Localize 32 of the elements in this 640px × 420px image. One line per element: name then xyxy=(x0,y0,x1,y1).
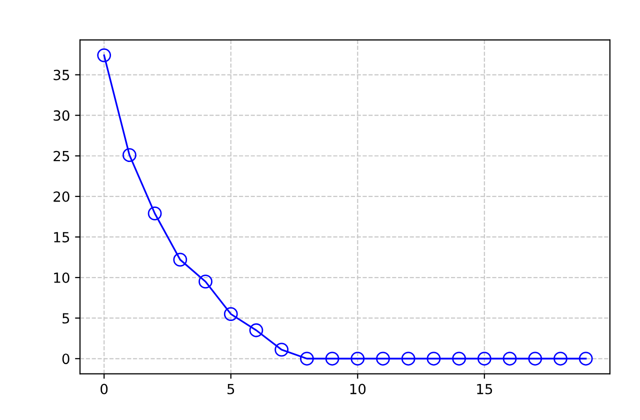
point xyxy=(274,342,289,357)
point xyxy=(350,352,365,366)
y-tick-label: 10 xyxy=(54,272,70,284)
point xyxy=(122,148,136,162)
y-tick-label: 20 xyxy=(54,191,70,202)
x-tick-label: 15 xyxy=(477,384,492,394)
y-tick-label: 15 xyxy=(54,232,70,242)
point xyxy=(198,274,212,289)
x-tick-label: 10 xyxy=(350,384,366,394)
point xyxy=(554,352,568,366)
y-tick-label: 5 xyxy=(62,313,70,324)
point xyxy=(401,352,416,366)
y-tick-label: 25 xyxy=(54,150,70,162)
y-tick-label: 35 xyxy=(54,70,70,80)
point xyxy=(325,352,340,366)
x-tick-label: 0 xyxy=(100,384,108,394)
y-tick-label: 30 xyxy=(54,110,70,121)
point xyxy=(477,352,492,366)
point xyxy=(528,352,542,366)
point xyxy=(173,252,188,267)
point xyxy=(224,307,238,321)
y-tick-label: 0 xyxy=(62,354,70,364)
point xyxy=(300,352,314,366)
point xyxy=(426,352,441,366)
point xyxy=(148,206,162,220)
point xyxy=(97,48,112,62)
point xyxy=(452,352,466,366)
point xyxy=(578,352,593,366)
point xyxy=(502,352,517,366)
x-tick-label: 5 xyxy=(228,384,234,394)
point xyxy=(376,352,390,366)
point xyxy=(249,323,264,338)
